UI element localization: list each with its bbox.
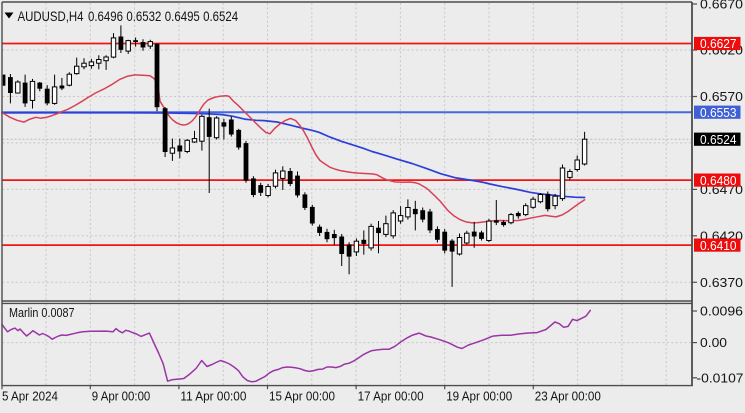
svg-text:0.6480: 0.6480: [700, 173, 737, 188]
svg-text:0.00: 0.00: [700, 335, 727, 350]
svg-text:11 Apr 00:00: 11 Apr 00:00: [180, 389, 246, 404]
svg-text:0.6495: 0.6495: [165, 8, 200, 24]
svg-text:15 Apr 00:00: 15 Apr 00:00: [269, 389, 335, 404]
svg-text:0.6524: 0.6524: [203, 8, 238, 24]
svg-text:0.6410: 0.6410: [700, 238, 737, 253]
svg-text:0.6570: 0.6570: [700, 89, 743, 104]
svg-text:0.6524: 0.6524: [700, 132, 737, 147]
svg-text:19 Apr 00:00: 19 Apr 00:00: [446, 389, 512, 404]
svg-text:5 Apr 2024: 5 Apr 2024: [2, 389, 58, 404]
svg-text:AUDUSD,H4: AUDUSD,H4: [18, 8, 84, 24]
svg-text:Marlin 0.0087: Marlin 0.0087: [9, 305, 75, 320]
svg-text:-0.0107: -0.0107: [697, 370, 744, 385]
svg-text:0.6627: 0.6627: [700, 36, 737, 51]
svg-text:0.6496: 0.6496: [88, 8, 123, 24]
svg-text:17 Apr 00:00: 17 Apr 00:00: [358, 389, 424, 404]
svg-text:0.0096: 0.0096: [700, 304, 743, 319]
svg-text:9 Apr 00:00: 9 Apr 00:00: [92, 389, 151, 404]
svg-text:0.6532: 0.6532: [126, 8, 161, 24]
svg-text:0.6670: 0.6670: [700, 0, 743, 12]
svg-text:0.6370: 0.6370: [700, 275, 743, 290]
svg-text:23 Apr 00:00: 23 Apr 00:00: [535, 389, 601, 404]
svg-text:0.6553: 0.6553: [700, 105, 737, 120]
